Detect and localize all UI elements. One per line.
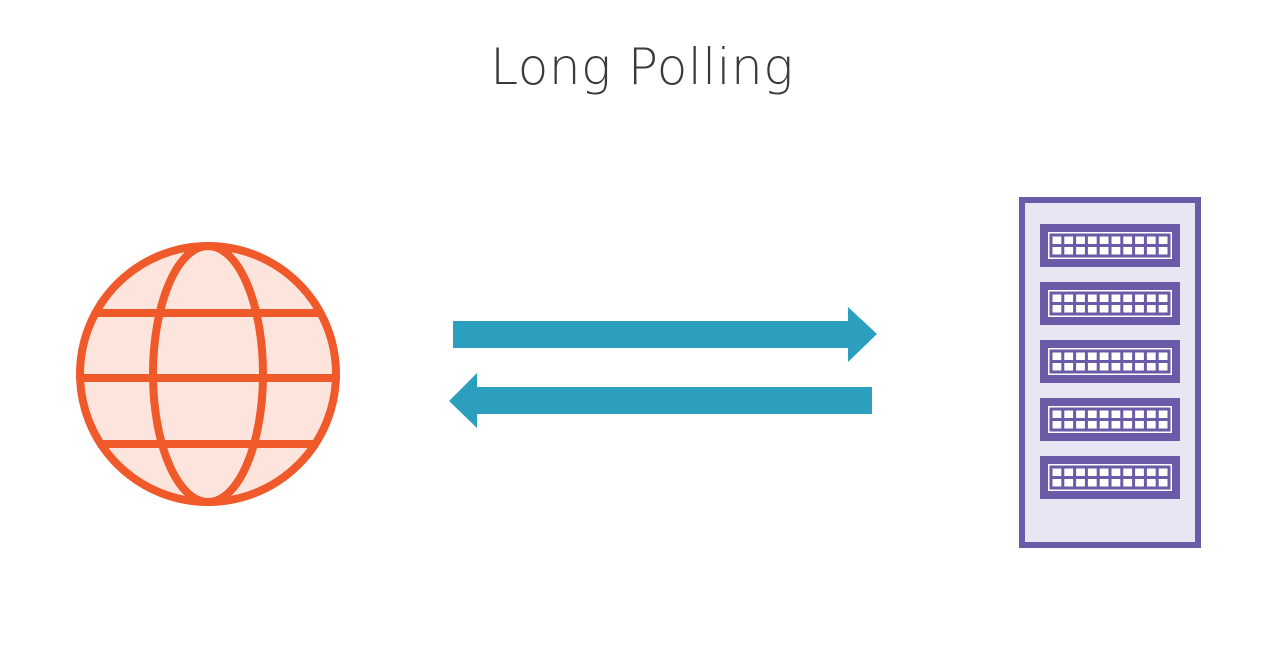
server-rack-icon bbox=[1019, 197, 1201, 548]
server-unit bbox=[1040, 398, 1180, 441]
globe-icon bbox=[76, 242, 340, 506]
arrow-right-icon bbox=[453, 307, 877, 362]
arrow-left-icon bbox=[449, 373, 872, 428]
server-unit bbox=[1040, 282, 1180, 325]
diagram-title: Long Polling bbox=[490, 38, 794, 96]
server-unit bbox=[1040, 340, 1180, 383]
server-unit bbox=[1040, 456, 1180, 499]
server-unit bbox=[1040, 224, 1180, 267]
